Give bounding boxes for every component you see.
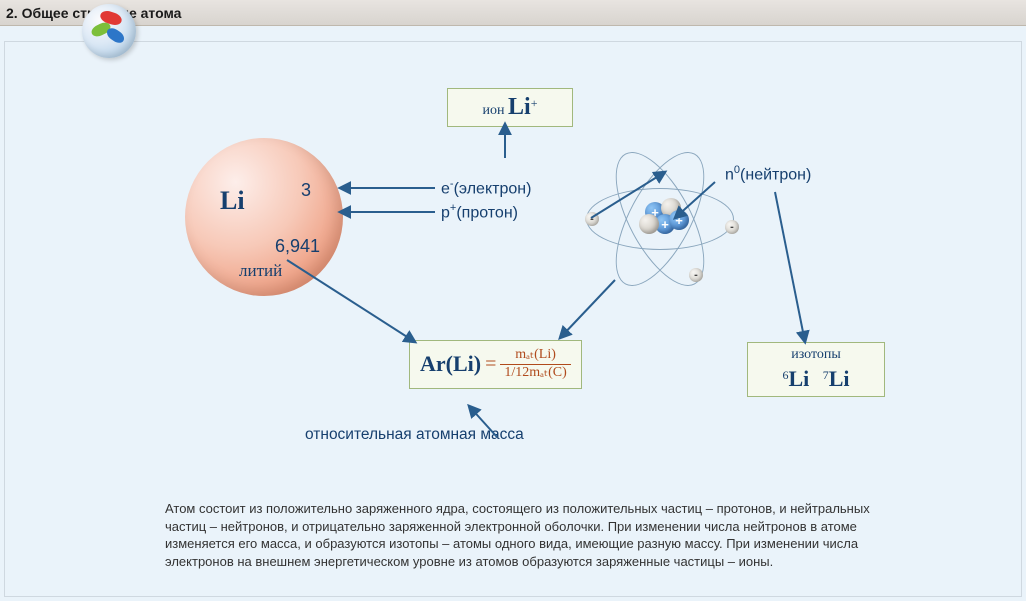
body-paragraph: Атом состоит из положительно заряженного… (165, 500, 875, 570)
atom-model: +++--- (575, 144, 745, 294)
sphere-atomic-number: 3 (301, 180, 311, 201)
proton-label: p+(протон) (441, 202, 518, 222)
neutron-particle (639, 214, 659, 234)
element-sphere: Li 3 6,941 литий (185, 138, 343, 296)
ion-sup: + (531, 96, 538, 110)
sphere-atomic-mass: 6,941 (275, 236, 320, 257)
content-panel: ион Li+ Li 3 6,941 литий e-(электрон) p+… (4, 41, 1022, 597)
electron-particle: - (725, 220, 739, 234)
proton-particle: + (669, 210, 689, 230)
isotopes-box: изотопы 6Li 7Li (747, 342, 885, 397)
ion-prefix: ион (483, 103, 508, 118)
isotopes-title: изотопы (758, 347, 874, 364)
sphere-symbol: Li (220, 186, 245, 216)
electron-label: e-(электрон) (441, 178, 531, 198)
electron-particle: - (585, 212, 599, 226)
app-logo-icon (82, 4, 136, 58)
ar-formula-box: Ar(Li) = mₐₜ(Li) 1/12mₐₜ(C) (409, 340, 582, 389)
electron-particle: - (689, 268, 703, 282)
header-bar: 2. Общее строение атома (0, 0, 1026, 26)
ion-symbol: Li (508, 94, 531, 120)
rel-mass-caption: относительная атомная масса (305, 426, 524, 444)
sphere-element-name: литий (239, 261, 282, 281)
ion-box: ион Li+ (447, 88, 573, 127)
